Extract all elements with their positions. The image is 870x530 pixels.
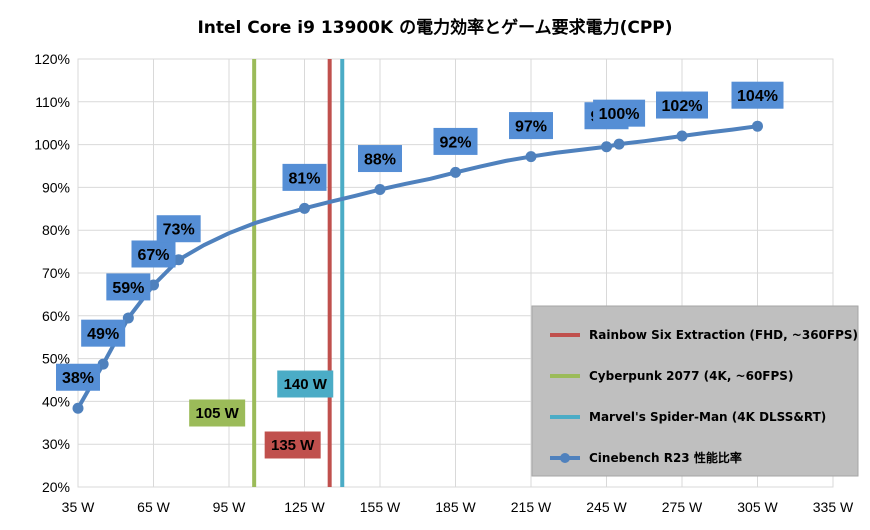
series-point: [72, 402, 84, 414]
y-tick-label: 90%: [42, 179, 70, 195]
legend-box: [531, 305, 859, 477]
series-point: [676, 130, 688, 142]
x-axis-ticks: 35 W 65 W 95 W 125 W 155 W 185 W 215 W 245 W 275…: [62, 499, 854, 515]
data-label-box: [433, 127, 478, 155]
series-point: [374, 184, 386, 196]
x-tick-label: 35 W: [62, 499, 95, 515]
data-labels: 38%49%59%67%73%81%88%92%97%99%100%102%10…: [56, 81, 784, 459]
x-tick-label: 125 W: [284, 499, 325, 515]
y-tick-label: 70%: [42, 265, 70, 281]
y-tick-label: 110%: [35, 94, 70, 110]
marker-label-box: [189, 399, 246, 427]
data-label-box: [56, 363, 100, 391]
marker-label-box: [264, 431, 321, 459]
y-tick-label: 30%: [42, 436, 70, 452]
x-tick-label: 305 W: [737, 499, 778, 515]
legend-swatch-marker: [560, 453, 570, 463]
data-label: 104%: [737, 88, 778, 105]
marker-label: 135 W: [271, 437, 315, 454]
data-label-box: [656, 91, 708, 119]
legend-label: Cyberpunk 2077 (4K, ~60FPS): [589, 369, 793, 383]
data-label-box: [156, 215, 201, 243]
y-axis-ticks: 20% 30% 40% 50% 60% 70% 80% 90% 100% 110% 120%: [34, 51, 70, 495]
data-label-box: [509, 112, 553, 140]
data-label: 92%: [439, 134, 471, 151]
legend-label: Rainbow Six Extraction (FHD, ~360FPS): [589, 328, 858, 342]
data-label: 73%: [163, 222, 195, 239]
series-point: [525, 151, 537, 163]
data-label: 97%: [515, 119, 547, 136]
data-label-box: [593, 99, 646, 127]
data-label: 49%: [87, 326, 119, 343]
y-tick-label: 50%: [42, 351, 70, 367]
legend-label: Marvel's Spider-Man (4K DLSS&RT): [589, 410, 826, 424]
x-tick-label: 215 W: [511, 499, 552, 515]
y-tick-label: 120%: [34, 51, 70, 67]
marker-label-box: [277, 370, 334, 398]
series-point: [601, 141, 612, 153]
x-tick-label: 185 W: [435, 499, 476, 515]
x-tick-label: 95 W: [213, 499, 246, 515]
data-label-box: [131, 240, 176, 268]
data-label: 100%: [599, 106, 640, 123]
series-point: [450, 166, 461, 178]
series-point: [613, 138, 625, 150]
y-tick-label: 20%: [42, 479, 70, 495]
game-power-markers: [252, 59, 345, 487]
cinebench-series: [72, 120, 763, 414]
marker-label: 105 W: [195, 405, 239, 422]
x-tick-label: 65 W: [137, 499, 170, 515]
y-tick-label: 60%: [42, 308, 70, 324]
data-label: 102%: [662, 98, 703, 115]
series-point: [752, 120, 763, 132]
chart-title: Intel Core i9 13900K の電力効率とゲーム要求電力(CPP): [197, 17, 672, 38]
data-label: 81%: [288, 170, 320, 187]
series-point: [97, 358, 109, 370]
data-label: 67%: [137, 247, 169, 264]
series-point: [148, 279, 159, 291]
series-point: [173, 254, 185, 266]
x-tick-label: 335 W: [813, 499, 854, 515]
y-tick-label: 80%: [42, 222, 70, 238]
series-point: [122, 312, 134, 324]
series-point: [299, 202, 310, 214]
marker-label: 140 W: [284, 376, 328, 393]
x-tick-label: 155 W: [360, 499, 401, 515]
data-label: 59%: [112, 280, 144, 297]
y-tick-label: 40%: [42, 393, 70, 409]
data-label: 38%: [62, 370, 94, 387]
data-label-box: [81, 319, 126, 347]
x-tick-label: 245 W: [586, 499, 627, 515]
data-label-box: [106, 273, 151, 301]
data-label: 88%: [364, 152, 396, 169]
x-tick-label: 275 W: [662, 499, 703, 515]
data-label-box: [282, 163, 327, 191]
legend-label: Cinebench R23 性能比率: [589, 450, 742, 465]
legend: Rainbow Six Extraction (FHD, ~360FPS) Cyb…: [531, 305, 859, 477]
plot-area: [77, 58, 834, 488]
series-line: [76, 124, 760, 411]
y-tick-label: 100%: [34, 137, 70, 153]
data-label-box: [358, 145, 402, 173]
data-label-box: [731, 81, 784, 109]
